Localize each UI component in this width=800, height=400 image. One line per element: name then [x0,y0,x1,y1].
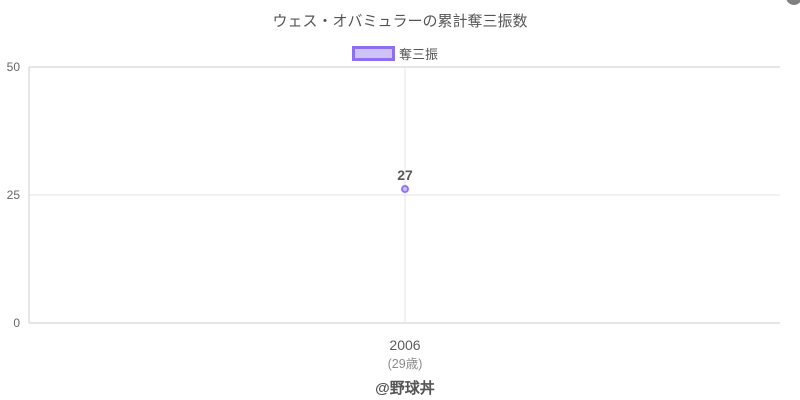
svg-text:25: 25 [7,188,21,202]
svg-text:50: 50 [7,60,21,74]
svg-text:0: 0 [13,316,20,330]
svg-text:@野球丼: @野球丼 [375,379,435,397]
svg-text:2006: 2006 [389,337,420,353]
svg-text:27: 27 [397,167,413,183]
svg-text:(29歳): (29歳) [388,357,423,371]
